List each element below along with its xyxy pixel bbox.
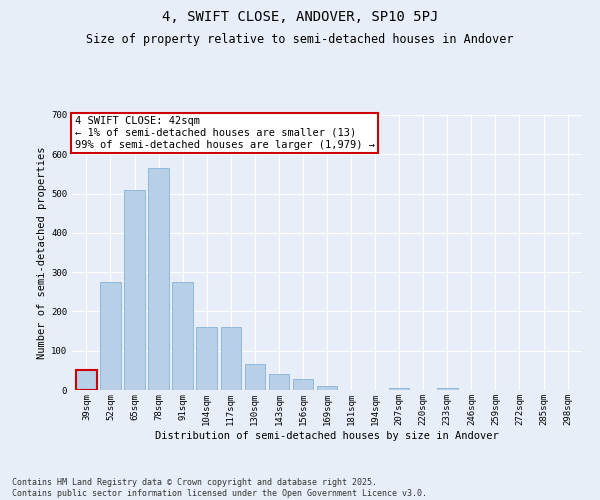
Bar xyxy=(76,370,97,390)
Bar xyxy=(245,364,265,390)
Bar xyxy=(293,379,313,390)
Bar xyxy=(269,374,289,390)
Bar xyxy=(389,388,409,390)
X-axis label: Distribution of semi-detached houses by size in Andover: Distribution of semi-detached houses by … xyxy=(155,430,499,440)
Y-axis label: Number of semi-detached properties: Number of semi-detached properties xyxy=(37,146,47,359)
Bar xyxy=(100,282,121,390)
Text: 4 SWIFT CLOSE: 42sqm
← 1% of semi-detached houses are smaller (13)
99% of semi-d: 4 SWIFT CLOSE: 42sqm ← 1% of semi-detach… xyxy=(74,116,374,150)
Text: Contains HM Land Registry data © Crown copyright and database right 2025.
Contai: Contains HM Land Registry data © Crown c… xyxy=(12,478,427,498)
Bar xyxy=(317,386,337,390)
Text: 4, SWIFT CLOSE, ANDOVER, SP10 5PJ: 4, SWIFT CLOSE, ANDOVER, SP10 5PJ xyxy=(162,10,438,24)
Bar xyxy=(148,168,169,390)
Bar xyxy=(196,327,217,390)
Bar xyxy=(221,327,241,390)
Bar xyxy=(437,388,458,390)
Bar xyxy=(172,282,193,390)
Bar xyxy=(124,190,145,390)
Text: Size of property relative to semi-detached houses in Andover: Size of property relative to semi-detach… xyxy=(86,32,514,46)
